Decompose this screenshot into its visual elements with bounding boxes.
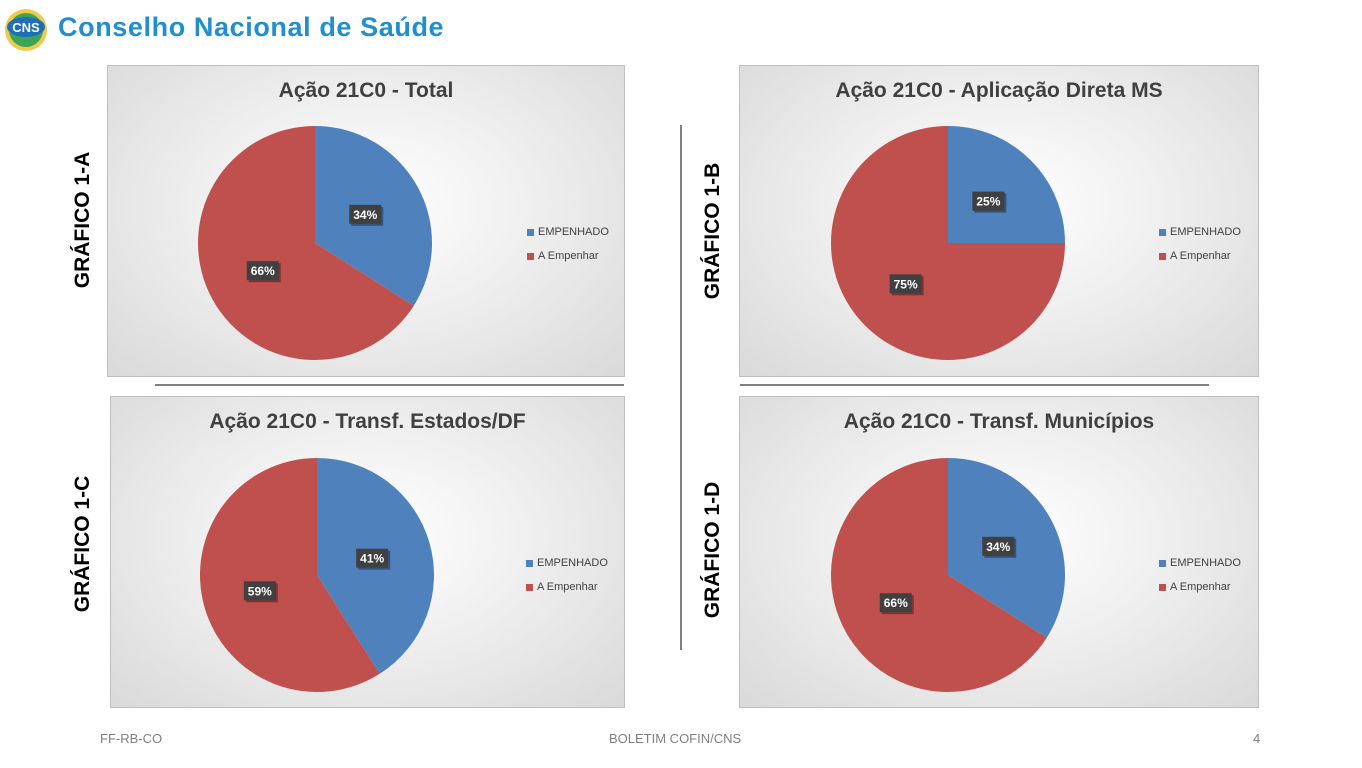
cns-logo: CNS (5, 9, 47, 51)
legend-item: EMPENHADO (1159, 551, 1241, 575)
legend-label: EMPENHADO (1170, 226, 1241, 238)
data-label: 66% (246, 261, 281, 283)
divider-left (155, 384, 624, 386)
page-header: CNS Conselho Nacional de Saúde (0, 0, 600, 58)
data-label: 34% (349, 204, 384, 226)
chart-panel-d: Ação 21C0 - Transf. Municípios 34% 66% EMPE… (739, 396, 1259, 708)
legend-label: EMPENHADO (1170, 557, 1241, 569)
chart-title: Ação 21C0 - Total (278, 79, 454, 102)
chart-legend: EMPENHADO A Empenhar (1159, 220, 1241, 268)
footer-center: BOLETIM COFIN/CNS (609, 731, 742, 746)
data-label: 75% (889, 274, 924, 296)
data-label-text: 34% (353, 208, 377, 222)
pie-chart: 25% 75% (831, 126, 1065, 360)
legend-swatch (1159, 559, 1166, 567)
panel-label-c: GRÁFICO 1-C (71, 475, 94, 613)
page-number: 4 (1253, 731, 1261, 746)
pie-chart: 41% 59% (200, 458, 435, 692)
legend-label: A Empenhar (1170, 581, 1231, 593)
pie-slice-a-empenhar (831, 126, 1065, 360)
legend-item: A Empenhar (526, 575, 608, 599)
data-label-text: 75% (894, 277, 918, 291)
legend-swatch (1159, 228, 1166, 236)
legend-swatch (526, 583, 533, 591)
chart-legend: EMPENHADO A Empenhar (527, 220, 609, 268)
divider-right (740, 384, 1209, 386)
chart-legend: EMPENHADO A Empenhar (1159, 551, 1241, 599)
data-label: 59% (243, 581, 278, 603)
page-title: Conselho Nacional de Saúde (58, 12, 445, 42)
panel-label-a: GRÁFICO 1-A (71, 151, 94, 289)
data-label-text: 66% (251, 264, 275, 278)
chart-title: Ação 21C0 - Aplicação Direta MS (835, 79, 1163, 102)
legend-item: A Empenhar (527, 244, 609, 268)
chart-title: Ação 21C0 - Transf. Municípios (843, 410, 1155, 433)
legend-item: A Empenhar (1159, 244, 1241, 268)
legend-swatch (526, 559, 533, 567)
panel-label-d: GRÁFICO 1-D (701, 481, 724, 619)
data-label-text: 25% (976, 195, 1000, 209)
footer-left: FF-RB-CO (100, 731, 163, 746)
data-label: 25% (972, 191, 1007, 213)
pie-slice-a-empenhar (200, 458, 380, 692)
chart-panel-a: Ação 21C0 - Total 34% 66% EMPENHADO A Empenh… (107, 65, 625, 377)
data-label: 66% (879, 593, 914, 615)
legend-item: EMPENHADO (1159, 220, 1241, 244)
pie-chart: 34% 66% (831, 458, 1065, 692)
legend-label: A Empenhar (537, 581, 598, 593)
legend-label: EMPENHADO (538, 226, 609, 238)
legend-label: A Empenhar (538, 250, 599, 262)
data-label-text: 66% (884, 596, 908, 610)
legend-label: A Empenhar (1170, 250, 1231, 262)
chart-legend: EMPENHADO A Empenhar (526, 551, 608, 599)
legend-item: A Empenhar (1159, 575, 1241, 599)
legend-swatch (527, 228, 534, 236)
pie-slice-empenhado (948, 126, 1065, 243)
logo-text: CNS (12, 20, 40, 35)
chart-panel-c: Ação 21C0 - Transf. Estados/DF 41% 59% EMPE… (110, 396, 625, 708)
legend-item: EMPENHADO (527, 220, 609, 244)
panel-label-b: GRÁFICO 1-B (701, 162, 724, 300)
legend-swatch (1159, 252, 1166, 260)
divider-center (680, 125, 682, 650)
pie-chart: 34% 66% (198, 126, 433, 360)
data-label-text: 41% (360, 552, 384, 566)
data-label: 34% (982, 536, 1017, 558)
chart-panel-b: Ação 21C0 - Aplicação Direta MS 25% 75% EMP… (739, 65, 1259, 377)
legend-item: EMPENHADO (526, 551, 608, 575)
data-label: 41% (356, 548, 391, 570)
pie-slice-a-empenhar (831, 458, 1047, 692)
data-label-text: 59% (248, 584, 272, 598)
data-label-text: 34% (986, 540, 1010, 554)
legend-swatch (527, 252, 534, 260)
legend-label: EMPENHADO (537, 557, 608, 569)
pie-slice-a-empenhar (198, 126, 414, 360)
legend-swatch (1159, 583, 1166, 591)
chart-title: Ação 21C0 - Transf. Estados/DF (209, 410, 526, 433)
